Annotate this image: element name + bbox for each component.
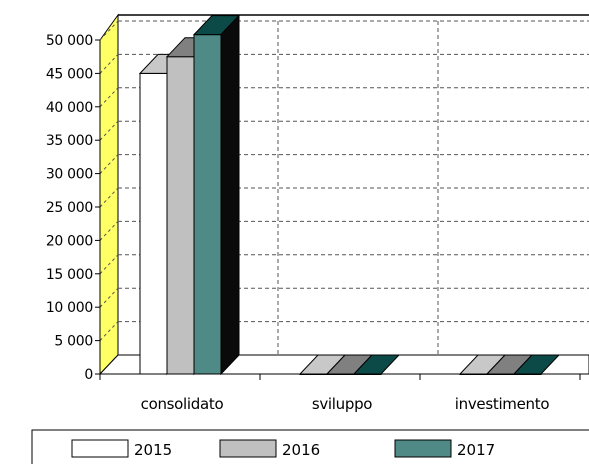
bars — [138, 14, 561, 376]
y-axis-ticks: 0 5 000 10 000 15 000 20 000 25 000 30 000 35 0… — [46, 33, 100, 383]
y-tick-label: 35 000 — [46, 133, 93, 149]
y-tick-label: 45 000 — [46, 66, 93, 82]
bar-side — [220, 14, 240, 376]
y-tick-label: 15 000 — [46, 267, 93, 283]
legend-label: 2016 — [282, 441, 320, 459]
grid-line-wall — [99, 187, 119, 208]
y-tick-label: 20 000 — [46, 233, 93, 249]
grid-line-wall — [99, 54, 119, 74]
legend: 2015 2016 2017 — [71, 439, 495, 459]
grid-line-wall — [99, 20, 119, 41]
x-axis-categories: consolidato sviluppo investimento — [99, 374, 581, 413]
grid-line-wall — [99, 221, 119, 241]
bar-top — [352, 354, 401, 375]
grid-line-wall — [99, 254, 119, 275]
y-tick-label: 50 000 — [46, 33, 93, 49]
bar-front — [166, 56, 195, 375]
grid-line-wall — [99, 321, 119, 341]
y-tick-label: 10 000 — [46, 300, 93, 316]
left-wall — [99, 13, 119, 376]
x-category-label: sviluppo — [312, 395, 372, 413]
bar-front — [139, 72, 168, 375]
bar-front — [193, 34, 222, 375]
grid-line-wall — [99, 87, 119, 108]
y-tick-label: 25 000 — [46, 200, 93, 216]
legend-swatch — [394, 439, 452, 458]
y-tick-label: 30 000 — [46, 167, 93, 183]
legend-swatch — [219, 439, 277, 458]
x-category-label: investimento — [455, 395, 550, 413]
legend-swatch — [71, 439, 129, 458]
y-tick-label: 40 000 — [46, 100, 93, 116]
y-tick-label: 0 — [84, 367, 93, 383]
grid-line-wall — [99, 287, 119, 308]
legend-label: 2017 — [457, 441, 495, 459]
y-tick-label: 5 000 — [54, 334, 93, 350]
legend-label: 2015 — [134, 441, 172, 459]
grid-line-wall — [99, 120, 119, 141]
grid-line-wall — [99, 154, 119, 174]
x-category-label: consolidato — [141, 395, 224, 413]
bar-top — [512, 354, 561, 375]
